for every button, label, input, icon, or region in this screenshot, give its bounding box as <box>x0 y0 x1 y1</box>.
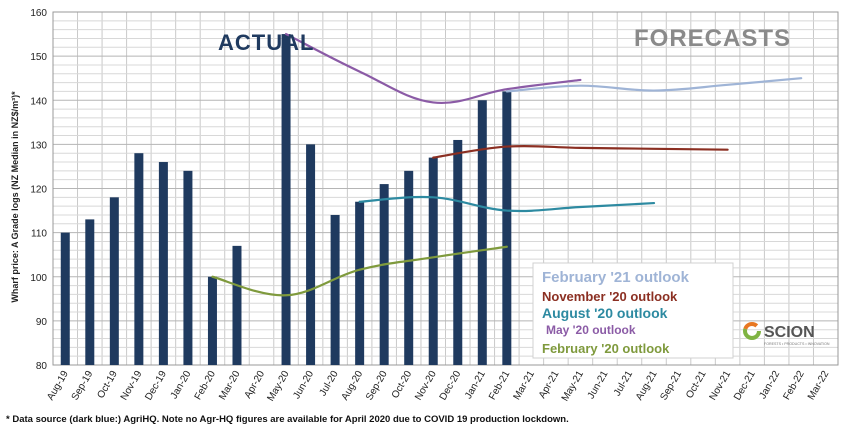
forecasts-label: FORECASTS <box>634 25 791 52</box>
y-tick-label: 100 <box>30 273 47 284</box>
actual-bar <box>85 219 95 365</box>
actual-bar <box>355 201 365 365</box>
actual-bar <box>502 91 512 366</box>
actual-bar <box>453 139 463 365</box>
actual-bar <box>207 276 217 365</box>
scion-logo-tagline: FORESTS • PRODUCTS • INNOVATION <box>764 342 830 346</box>
y-tick-label: 80 <box>36 361 48 372</box>
y-tick-label: 150 <box>30 52 47 63</box>
scion-logo-mark-inner <box>743 322 761 340</box>
plot-area-border <box>52 11 839 366</box>
y-axis-label: Wharf price: A Grade logs (NZ Median in … <box>10 91 20 303</box>
actual-bar <box>330 214 340 365</box>
actual-bar <box>281 34 291 365</box>
forecast-line <box>284 32 582 105</box>
actual-bar <box>428 157 438 365</box>
actual-bar <box>60 232 70 365</box>
legend-entry-february-21: February '21 outlook <box>542 269 690 286</box>
y-tick-label: 110 <box>31 229 47 240</box>
actual-bar <box>232 245 242 365</box>
footnote: * Data source (dark blue:) AgriHQ. Note … <box>6 414 569 425</box>
scion-logo-mark <box>743 322 761 340</box>
y-tick-label: 130 <box>30 140 47 151</box>
actual-bar <box>477 100 487 365</box>
actual-bars <box>60 34 512 366</box>
y-tick-label: 120 <box>30 185 47 196</box>
actual-bar <box>404 170 414 365</box>
scion-logo-text: SCION <box>764 324 815 341</box>
actual-bar <box>379 184 389 365</box>
legend-entry-february-20: February '20 outlook <box>542 341 670 356</box>
actual-label: ACTUAL <box>218 30 314 55</box>
y-tick-label: 90 <box>36 317 48 328</box>
y-axis-ticks: 80 90 100 110 120 130 140 150 160 <box>30 8 47 372</box>
actual-bar <box>158 162 168 365</box>
actual-bar <box>134 153 144 365</box>
legend-box <box>532 262 734 359</box>
forecast-line <box>505 77 803 93</box>
actual-bar <box>306 144 316 365</box>
legend-entry-november-20: November '20 outlook <box>542 289 678 304</box>
legend-entry-august-20: August '20 outlook <box>542 305 668 321</box>
y-tick-label: 160 <box>30 8 47 19</box>
forecast-line <box>358 195 656 213</box>
scion-logo: SCION FORESTS • PRODUCTS • INNOVATION <box>743 322 830 346</box>
forecast-lines <box>211 32 803 297</box>
forecast-line <box>211 245 508 297</box>
legend: February '21 outlook November '20 outloo… <box>532 262 734 359</box>
forecast-line <box>432 144 729 159</box>
y-tick-label: 140 <box>30 96 47 107</box>
legend-entry-may-20: May '20 outlook <box>546 323 636 337</box>
actual-bar <box>109 197 119 365</box>
actual-bar <box>183 170 193 365</box>
